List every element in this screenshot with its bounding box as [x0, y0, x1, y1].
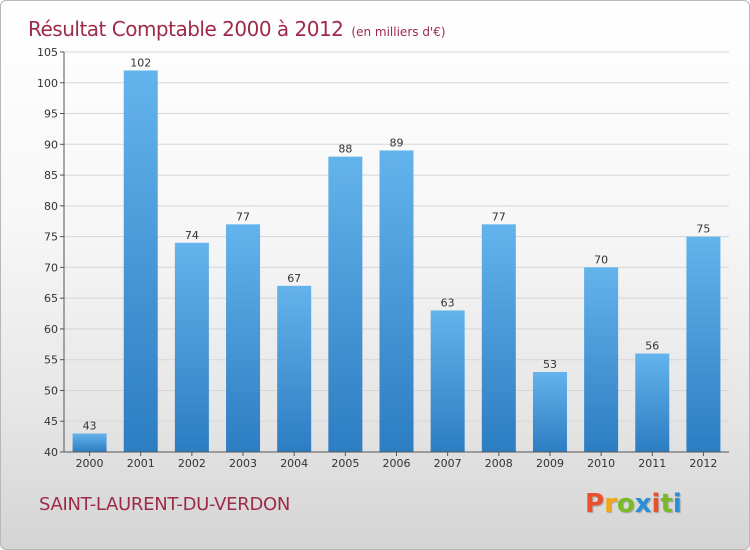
y-tick-label-95: 95 [44, 108, 58, 121]
data-label-2000: 43 [83, 420, 97, 433]
bar-2006 [379, 150, 414, 452]
data-label-2010: 70 [594, 253, 608, 266]
x-tick-label-2003: 2003 [229, 457, 257, 470]
y-tick-label-105: 105 [37, 46, 58, 59]
x-tick-label-2001: 2001 [127, 457, 155, 470]
y-tick-label-100: 100 [37, 77, 58, 90]
logo-letter: P [585, 489, 605, 519]
x-tick-labels: 2000 2001 2002 2003 2004 2005 2006 2007 2008 2009… [76, 457, 718, 470]
y-tick-label-60: 60 [44, 323, 58, 336]
data-label-2012: 75 [696, 223, 710, 236]
bar-2003 [226, 224, 261, 452]
data-label-2001: 102 [130, 56, 151, 69]
bar-2001 [123, 70, 158, 452]
logo-letter: i [651, 489, 661, 519]
bar-2010 [584, 267, 619, 452]
chart-title-main: Résultat Comptable 2000 à 2012 [28, 17, 344, 41]
y-tick-labels: 40 45 50 55 60 65 70 75 80 85 90 95 100 105 [37, 46, 58, 459]
y-tick-label-90: 90 [44, 138, 58, 151]
data-label-2011: 56 [645, 340, 659, 353]
axes [60, 51, 729, 456]
data-labels: 43 102 74 77 67 88 89 63 77 53 70 56 75 [83, 56, 711, 432]
y-tick-label-75: 75 [44, 231, 58, 244]
x-tick-label-2000: 2000 [76, 457, 104, 470]
logo-letter: x [634, 489, 652, 519]
bar-2002 [174, 242, 209, 452]
data-label-2003: 77 [236, 210, 250, 223]
bar-2004 [277, 285, 312, 452]
proxiti-logo[interactable]: Proxiti [585, 489, 682, 519]
y-tick-label-50: 50 [44, 384, 58, 397]
logo-letter: t [660, 489, 673, 519]
x-tick-label-2009: 2009 [536, 457, 564, 470]
x-tick-label-2006: 2006 [383, 457, 411, 470]
y-tick-label-65: 65 [44, 292, 58, 305]
bars [72, 70, 721, 452]
y-tick-label-85: 85 [44, 169, 58, 182]
y-tick-label-40: 40 [44, 446, 58, 459]
x-tick-label-2007: 2007 [434, 457, 462, 470]
x-tick-label-2005: 2005 [331, 457, 359, 470]
logo-letter: r [604, 489, 617, 519]
data-label-2008: 77 [492, 210, 506, 223]
bar-2008 [481, 224, 516, 452]
bar-2007 [430, 310, 465, 452]
y-tick-label-45: 45 [44, 415, 58, 428]
x-tick-label-2004: 2004 [280, 457, 308, 470]
logo-letter: o [616, 489, 635, 519]
y-tick-label-55: 55 [44, 354, 58, 367]
data-label-2007: 63 [441, 296, 455, 309]
x-tick-label-2011: 2011 [638, 457, 666, 470]
bar-2009 [532, 372, 567, 452]
logo-letter: i [672, 489, 682, 519]
bar-2000 [72, 433, 107, 452]
x-tick-label-2012: 2012 [689, 457, 717, 470]
data-label-2006: 89 [390, 136, 404, 149]
data-label-2004: 67 [287, 272, 301, 285]
x-tick-label-2008: 2008 [485, 457, 513, 470]
bar-2005 [328, 156, 363, 452]
data-label-2005: 88 [338, 143, 352, 156]
y-tick-label-80: 80 [44, 200, 58, 213]
data-label-2009: 53 [543, 358, 557, 371]
x-tick-label-2010: 2010 [587, 457, 615, 470]
bar-2012 [686, 236, 721, 452]
chart-title-unit: (en milliers d'€) [351, 25, 446, 39]
chart-title: Résultat Comptable 2000 à 2012 (en millie… [28, 6, 446, 44]
commune-name: SAINT-LAURENT-DU-VERDON [39, 494, 291, 515]
bar-2011 [635, 353, 670, 452]
data-label-2002: 74 [185, 229, 199, 242]
x-tick-label-2002: 2002 [178, 457, 206, 470]
y-tick-label-70: 70 [44, 261, 58, 274]
